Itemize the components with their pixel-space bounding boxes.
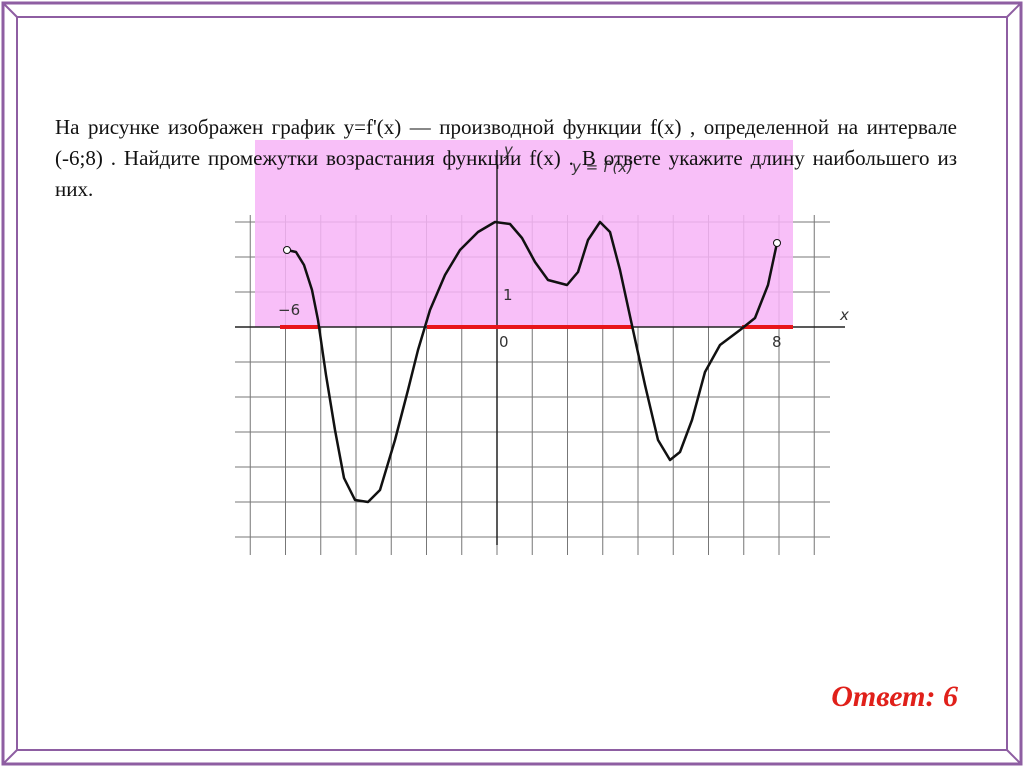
tick-label: 1 bbox=[503, 286, 513, 304]
frame-inner bbox=[16, 16, 1008, 751]
answer: Ответ: 6 bbox=[831, 680, 958, 713]
x-axis-label: x bbox=[839, 306, 849, 324]
tick-label: −6 bbox=[278, 301, 300, 319]
open-endpoint bbox=[773, 239, 781, 247]
function-label: y = f'(x) bbox=[571, 158, 633, 176]
derivative-curve bbox=[286, 220, 779, 504]
open-endpoint bbox=[283, 246, 291, 254]
problem-text: На рисунке изображен график y=f'(x) — пр… bbox=[55, 115, 957, 201]
y-axis-label: y bbox=[503, 141, 514, 159]
highlight bbox=[255, 140, 793, 327]
tick-label: 8 bbox=[772, 333, 782, 351]
tick-label: 0 bbox=[499, 333, 509, 351]
